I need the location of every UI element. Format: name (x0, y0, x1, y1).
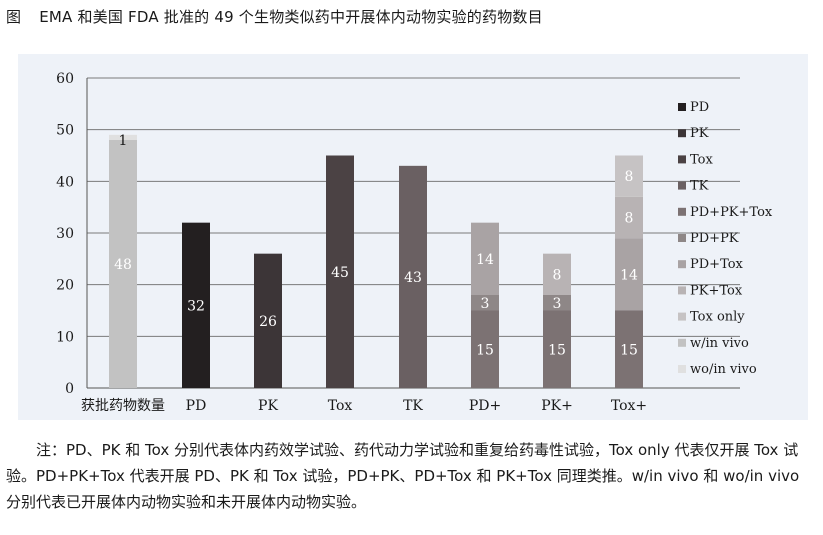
bar-segment (543, 295, 571, 311)
y-tick-label: 60 (56, 71, 74, 87)
y-tick-label: 30 (56, 226, 74, 242)
legend-label: Tox only (690, 310, 745, 325)
data-label: 8 (625, 169, 634, 185)
data-label: 8 (553, 267, 562, 283)
legend-label: wo/in vivo (690, 362, 757, 377)
legend-label: PK (690, 126, 709, 141)
legend-swatch (678, 286, 686, 295)
x-tick-label: Tox+ (611, 398, 647, 414)
legend-label: Tox (690, 152, 713, 167)
legend-swatch (678, 338, 686, 347)
bar-segment (615, 310, 643, 388)
x-tick-label: PD (186, 398, 207, 414)
y-tick-label: 50 (56, 123, 74, 139)
y-tick-label: 0 (65, 381, 74, 397)
legend-label: PD+PK+Tox (690, 205, 773, 220)
figure-title: 图 EMA 和美国 FDA 批准的 49 个生物类似药中开展体内动物实验的药物数目 (6, 6, 543, 27)
bar-segment (471, 222, 499, 295)
bar-segment (615, 238, 643, 311)
legend-swatch (678, 365, 686, 373)
data-label: 32 (187, 298, 205, 314)
figure-title-text: EMA 和美国 FDA 批准的 49 个生物类似药中开展体内动物实验的药物数目 (39, 8, 543, 26)
data-label: 3 (481, 296, 490, 312)
data-label: 3 (553, 296, 562, 312)
legend-swatch (678, 181, 686, 190)
bar-segment (109, 140, 137, 388)
bar-segment (543, 310, 571, 388)
legend-label: PD (690, 100, 709, 115)
y-tick-label: 10 (56, 329, 74, 345)
data-label: 45 (331, 265, 349, 281)
data-label: 1 (119, 133, 128, 149)
x-tick-label: PD+ (469, 398, 501, 414)
data-label: 48 (114, 257, 132, 273)
y-tick-label: 20 (56, 278, 74, 294)
bar-segment (326, 155, 354, 388)
legend-swatch (678, 260, 686, 269)
bar-segment (615, 196, 643, 239)
legend-label: TK (690, 179, 709, 194)
legend-swatch (678, 155, 686, 164)
data-label: 15 (476, 342, 494, 358)
bar-segment (254, 253, 282, 388)
bar-segment (399, 165, 427, 388)
legend-label: PD+PK (690, 231, 739, 246)
x-tick-label: Tox (328, 398, 353, 414)
legend-swatch (678, 207, 686, 216)
bar-segment (182, 222, 210, 388)
data-label: 26 (259, 314, 277, 330)
bar-segment (615, 155, 643, 197)
data-label: 8 (625, 211, 634, 227)
bar-segment (543, 253, 571, 295)
data-label: 14 (620, 267, 638, 283)
x-tick-label: TK (403, 398, 423, 414)
figure-note: 注：PD、PK 和 Tox 分别代表体内药效学试验、药代动力学试验和重复给药毒性… (6, 441, 800, 511)
legend-swatch (678, 234, 686, 242)
x-tick-label: 获批药物数量 (81, 398, 165, 414)
x-tick-label: PK (258, 398, 278, 414)
data-label: 14 (476, 252, 494, 268)
legend-swatch (678, 103, 686, 111)
data-label: 43 (404, 270, 422, 286)
bar-segment (471, 310, 499, 388)
legend-swatch (678, 129, 686, 138)
legend-label: PK+Tox (690, 283, 743, 298)
data-label: 15 (620, 342, 638, 358)
bar-segment (471, 295, 499, 311)
figure-label: 图 (6, 8, 22, 26)
data-label: 15 (548, 342, 566, 358)
legend-swatch (678, 312, 686, 321)
stacked-bar-chart: 0 10 20 30 40 50 60 48 1 32 26 45 43 15 15 15 3 3 14 14 8 8 8 获… (56, 71, 773, 414)
y-tick-label: 40 (56, 174, 74, 190)
x-tick-label: PK+ (541, 398, 573, 414)
bar-segment (109, 134, 137, 140)
legend-label: PD+Tox (690, 257, 744, 272)
legend-label: w/in vivo (690, 336, 749, 351)
